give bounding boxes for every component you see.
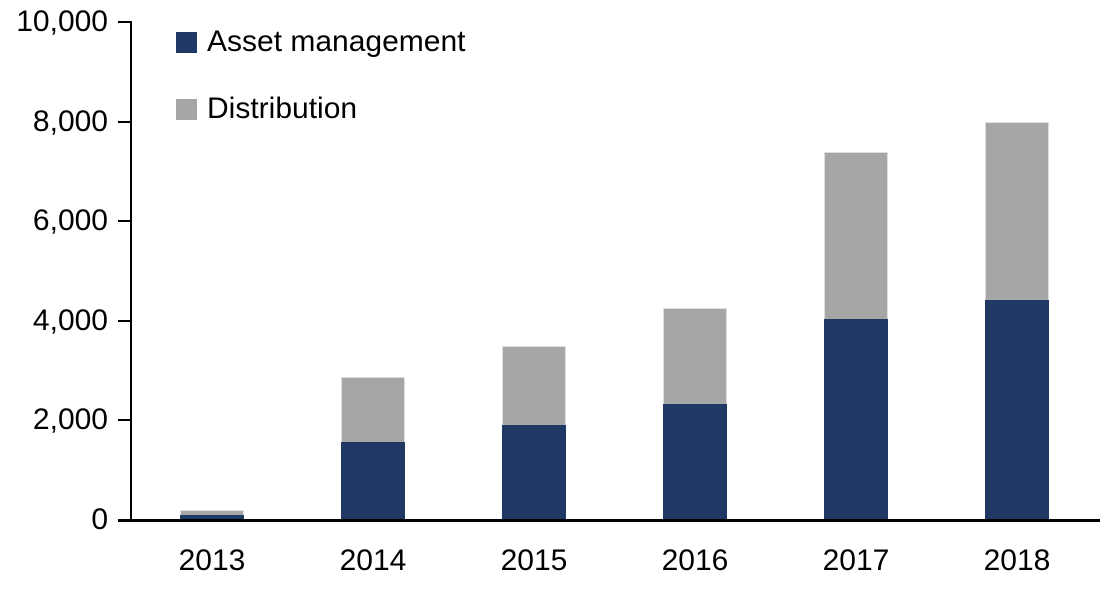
x-axis-line [118, 519, 1100, 522]
bar-segment-distribution-2016 [663, 308, 727, 405]
legend: Asset management Distribution [176, 27, 465, 161]
y-axis-tick-label: 2,000 [32, 403, 108, 437]
bar-segment-asset-management-2014 [341, 441, 405, 520]
bar-segment-distribution-2013 [180, 510, 244, 515]
bar-segment-asset-management-2018 [985, 300, 1049, 520]
y-axis-tick [118, 120, 131, 123]
y-axis-tick [118, 419, 131, 422]
legend-item-distribution: Distribution [176, 94, 465, 124]
y-axis-tick-label: 4,000 [32, 303, 108, 337]
bar-segment-asset-management-2017 [824, 318, 888, 520]
legend-item-asset-management: Asset management [176, 27, 465, 57]
bar-segment-distribution-2017 [824, 151, 888, 319]
asset-management-swatch-icon [176, 31, 197, 53]
bar-segment-distribution-2018 [985, 121, 1049, 301]
x-axis-label-2017: 2017 [822, 544, 890, 577]
x-axis-label-2016: 2016 [661, 544, 729, 577]
bar-segment-asset-management-2015 [502, 424, 566, 520]
y-axis-tick-label: 10,000 [16, 5, 108, 38]
x-axis-label-2015: 2015 [500, 544, 568, 577]
x-axis-label-2014: 2014 [339, 544, 407, 577]
bar-segment-distribution-2015 [502, 345, 566, 425]
bar-segment-asset-management-2016 [663, 404, 727, 520]
x-axis-label-2018: 2018 [983, 544, 1051, 577]
y-axis-tick-label: 0 [91, 503, 108, 536]
legend-label-asset-management: Asset management [207, 25, 466, 58]
legend-label-distribution: Distribution [207, 92, 358, 125]
y-axis-tick [118, 319, 131, 322]
x-axis-label-2013: 2013 [178, 544, 246, 577]
distribution-swatch-icon [176, 98, 197, 120]
y-axis-tick [118, 21, 131, 23]
y-axis-line [130, 21, 132, 522]
bar-segment-asset-management-2013 [180, 515, 244, 520]
y-axis-tick-label: 8,000 [32, 104, 108, 138]
y-axis-tick-label: 6,000 [32, 204, 108, 238]
bar-segment-distribution-2014 [341, 376, 405, 442]
y-axis-tick [118, 220, 131, 223]
